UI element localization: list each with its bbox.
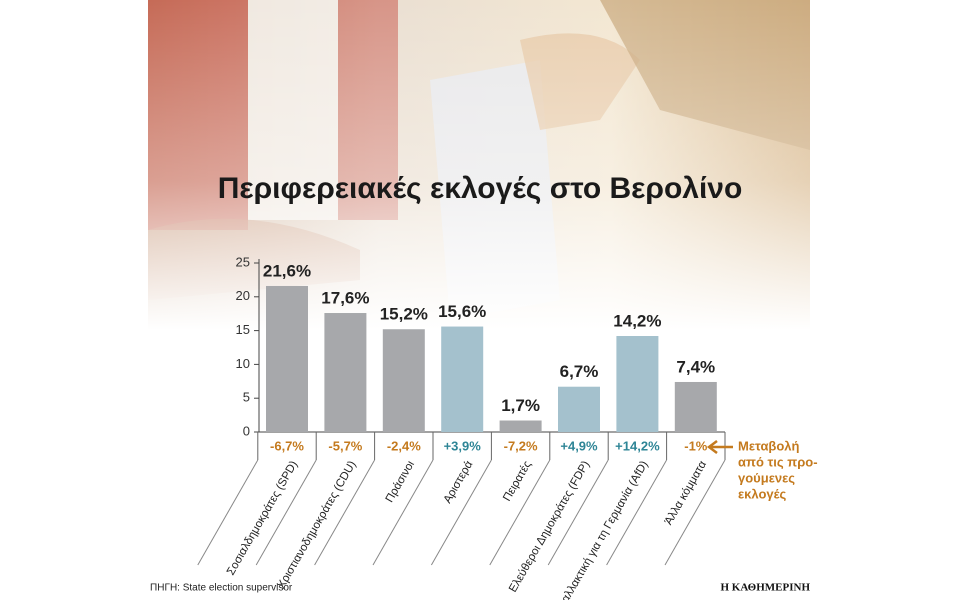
- bar: [674, 381, 717, 432]
- value-label: 15,6%: [438, 302, 486, 321]
- separator-diagonal: [372, 459, 434, 566]
- note-arrow: [706, 440, 733, 454]
- bar: [324, 313, 367, 432]
- value-label: 21,6%: [263, 261, 311, 280]
- category-label: Αριστερά: [442, 459, 476, 506]
- change-label: -7,2%: [504, 438, 538, 453]
- bar: [616, 336, 659, 432]
- separator-diagonal: [606, 459, 668, 566]
- value-label: 1,7%: [501, 396, 540, 415]
- change-label: +14,2%: [615, 438, 660, 453]
- y-tick-label: 10: [236, 356, 250, 371]
- photo-background: [148, 0, 810, 330]
- value-label: 14,2%: [613, 311, 661, 330]
- separator-diagonal: [547, 459, 609, 566]
- bar: [266, 285, 308, 432]
- change-note: γούμενες: [738, 470, 795, 485]
- bar: [382, 329, 425, 432]
- separator-diagonal: [314, 459, 376, 566]
- category-label: Πράσινοι: [384, 459, 418, 505]
- bar: [499, 420, 542, 432]
- separator-diagonal: [664, 459, 726, 566]
- value-label: 7,4%: [676, 357, 715, 376]
- separator-diagonal: [255, 459, 317, 566]
- value-label: 6,7%: [560, 362, 599, 381]
- value-label: 15,2%: [380, 305, 428, 324]
- separator-diagonal: [489, 459, 551, 566]
- y-tick-label: 25: [236, 254, 250, 269]
- category-label: Άλλα κόμματα: [663, 459, 709, 527]
- separator-diagonal: [197, 459, 259, 566]
- change-label: -2,4%: [387, 438, 421, 453]
- separator-diagonal: [430, 459, 492, 566]
- y-tick-label: 20: [236, 288, 250, 303]
- y-tick-label: 15: [236, 322, 250, 337]
- category-label: Εναλλακτική για τη Γερμανία (AfD): [553, 459, 651, 600]
- change-label: +4,9%: [560, 438, 598, 453]
- bar: [441, 326, 484, 432]
- source: ΠΗΓΗ: State election supervisor: [150, 583, 293, 594]
- change-label: +3,9%: [444, 438, 482, 453]
- change-note: Μεταβολή: [738, 438, 800, 453]
- value-label: 17,6%: [321, 289, 369, 308]
- chart-title: Περιφερειακές εκλογές στο Βερολίνο: [218, 172, 743, 205]
- change-label: -6,7%: [270, 438, 304, 453]
- change-note: από τις προ-: [738, 454, 818, 469]
- change-label: -5,7%: [328, 438, 362, 453]
- bar: [558, 386, 600, 432]
- change-label: -1%: [684, 438, 708, 453]
- y-tick-label: 5: [243, 390, 250, 405]
- y-tick-label: 0: [243, 423, 250, 438]
- brand: Η ΚΑΘΗΜΕΡΙΝΗ: [721, 582, 811, 594]
- change-note: εκλογές: [738, 486, 787, 501]
